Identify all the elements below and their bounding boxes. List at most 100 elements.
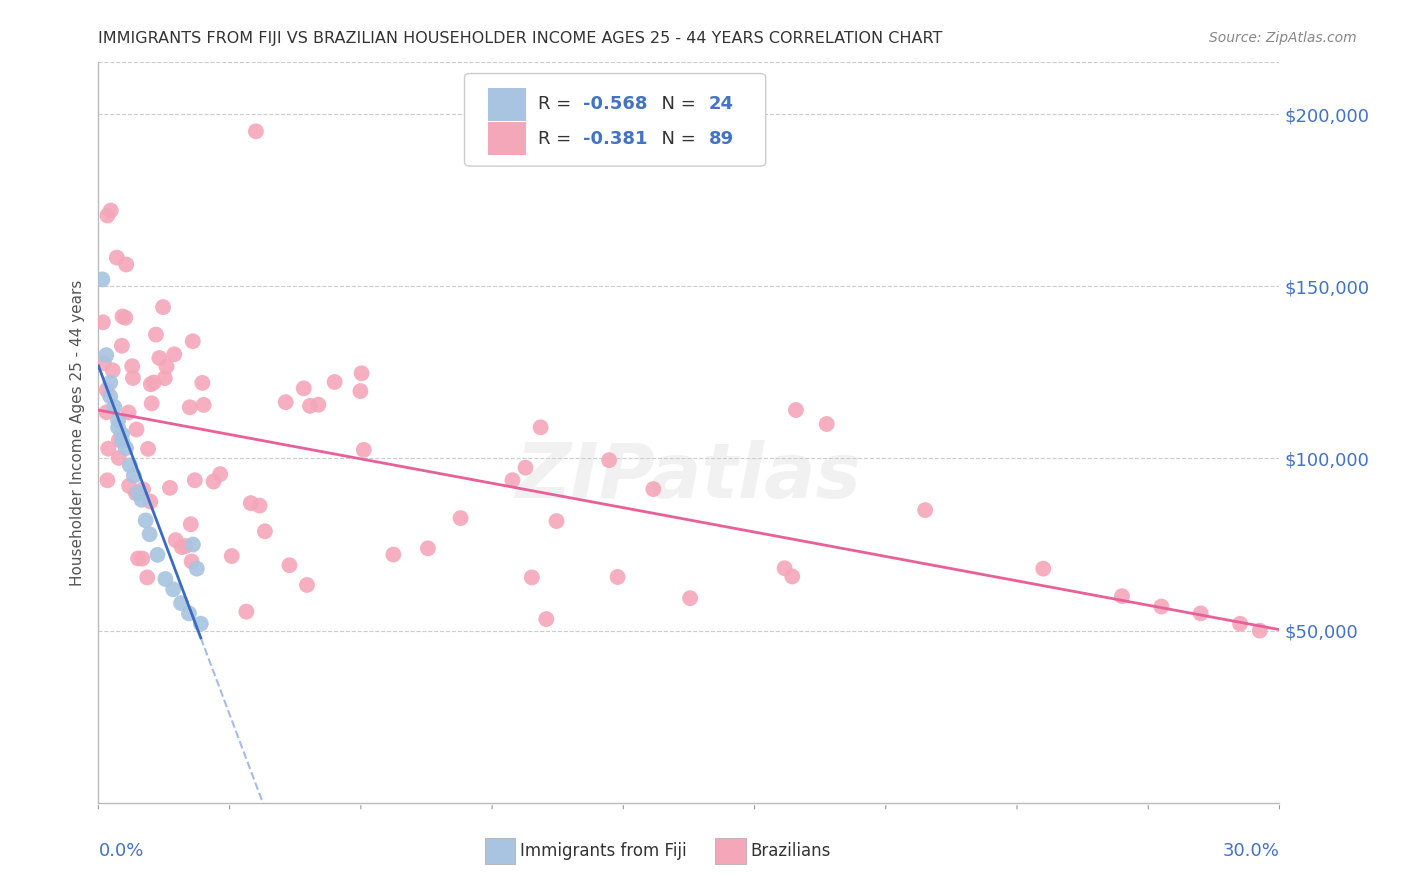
- Point: [135, 513, 157, 527]
- Point: [529, 420, 551, 434]
- Point: [115, 441, 138, 455]
- Point: [125, 422, 148, 436]
- Point: [184, 473, 207, 487]
- Point: [111, 434, 134, 449]
- Point: [108, 450, 131, 465]
- Point: [96, 348, 118, 362]
- Point: [141, 396, 163, 410]
- Point: [127, 551, 149, 566]
- Point: [1249, 624, 1271, 638]
- Point: [111, 310, 134, 324]
- Point: [121, 359, 143, 374]
- Point: [679, 591, 702, 606]
- Point: [179, 401, 201, 415]
- Y-axis label: Householder Income Ages 25 - 44 years: Householder Income Ages 25 - 44 years: [69, 279, 84, 586]
- Point: [105, 251, 128, 265]
- Point: [274, 395, 297, 409]
- Point: [145, 327, 167, 342]
- Point: [118, 479, 141, 493]
- Point: [165, 533, 187, 548]
- Point: [136, 442, 159, 456]
- Point: [125, 486, 148, 500]
- Point: [1150, 599, 1173, 614]
- Point: [98, 376, 121, 390]
- Point: [96, 383, 118, 397]
- Text: Source: ZipAtlas.com: Source: ZipAtlas.com: [1209, 31, 1357, 45]
- Point: [520, 570, 543, 584]
- Point: [382, 548, 405, 562]
- Point: [118, 458, 141, 473]
- Point: [349, 384, 371, 398]
- Point: [292, 381, 315, 395]
- Point: [152, 300, 174, 314]
- Point: [1111, 589, 1133, 603]
- Point: [239, 496, 262, 510]
- FancyBboxPatch shape: [464, 73, 766, 166]
- Point: [122, 371, 145, 385]
- Point: [450, 511, 472, 525]
- Point: [181, 537, 204, 551]
- Text: ZIPatlas: ZIPatlas: [516, 440, 862, 514]
- Point: [536, 612, 558, 626]
- Point: [163, 347, 186, 361]
- Point: [606, 570, 628, 584]
- Point: [159, 481, 181, 495]
- Point: [162, 582, 184, 597]
- Point: [221, 549, 243, 563]
- Point: [177, 607, 200, 621]
- Point: [174, 539, 197, 553]
- Point: [180, 517, 202, 532]
- Point: [96, 473, 118, 487]
- Text: 0.0%: 0.0%: [98, 842, 143, 860]
- Point: [253, 524, 276, 539]
- Point: [136, 570, 159, 584]
- Text: 89: 89: [709, 129, 734, 147]
- Point: [209, 467, 232, 482]
- Point: [100, 203, 122, 218]
- Point: [193, 398, 215, 412]
- Point: [914, 503, 936, 517]
- Point: [307, 398, 329, 412]
- Point: [107, 413, 129, 427]
- Point: [138, 527, 160, 541]
- Point: [91, 272, 114, 286]
- Point: [191, 376, 214, 390]
- Text: R =: R =: [537, 95, 576, 113]
- Text: R =: R =: [537, 129, 576, 147]
- Point: [170, 596, 193, 610]
- Point: [127, 486, 149, 500]
- Point: [132, 483, 155, 497]
- Text: Brazilians: Brazilians: [751, 842, 831, 860]
- Point: [111, 339, 134, 353]
- Point: [180, 554, 202, 568]
- Point: [139, 494, 162, 508]
- Point: [107, 420, 129, 434]
- Point: [515, 460, 537, 475]
- Point: [155, 572, 177, 586]
- FancyBboxPatch shape: [488, 88, 526, 120]
- FancyBboxPatch shape: [714, 838, 745, 864]
- Point: [815, 417, 838, 431]
- Point: [155, 359, 177, 374]
- Point: [416, 541, 439, 556]
- Text: 30.0%: 30.0%: [1223, 842, 1279, 860]
- Point: [148, 351, 170, 365]
- Point: [780, 569, 803, 583]
- Point: [1032, 561, 1054, 575]
- Point: [142, 376, 165, 390]
- FancyBboxPatch shape: [488, 122, 526, 155]
- Point: [111, 427, 134, 442]
- Point: [170, 540, 193, 554]
- Point: [1189, 607, 1212, 621]
- Point: [98, 389, 121, 403]
- Point: [117, 405, 139, 419]
- Point: [295, 578, 318, 592]
- Point: [202, 475, 225, 489]
- Point: [785, 403, 807, 417]
- Point: [103, 400, 125, 414]
- Text: IMMIGRANTS FROM FIJI VS BRAZILIAN HOUSEHOLDER INCOME AGES 25 - 44 YEARS CORRELAT: IMMIGRANTS FROM FIJI VS BRAZILIAN HOUSEH…: [98, 31, 943, 46]
- Point: [181, 334, 204, 349]
- Text: N =: N =: [650, 129, 702, 147]
- Point: [353, 442, 375, 457]
- FancyBboxPatch shape: [485, 838, 516, 864]
